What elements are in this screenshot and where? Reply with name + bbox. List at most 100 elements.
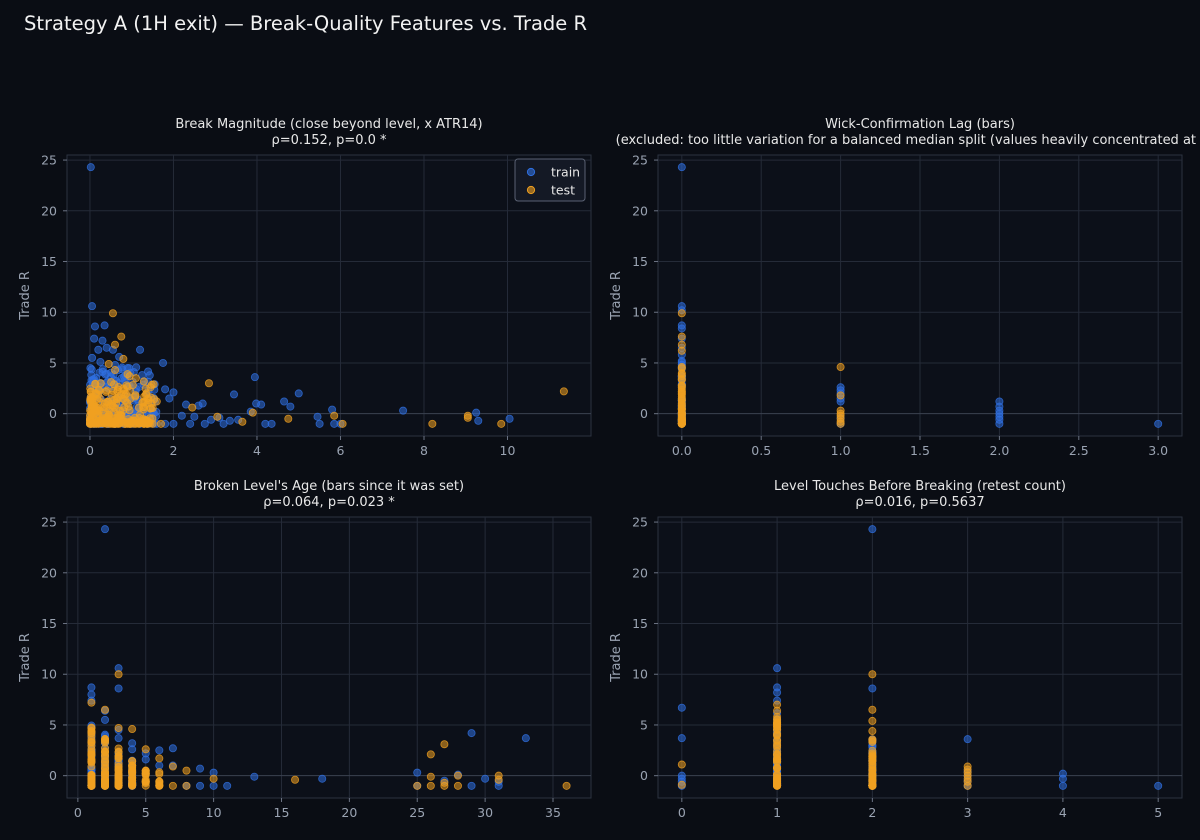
test-point — [773, 763, 782, 772]
subplot-4: 0 1 2 3 4 5 0 5 10 15 20 25 Trade R Level Touches Bef… — [609, 479, 1183, 820]
train-point — [773, 664, 782, 673]
test-point — [116, 411, 125, 420]
train-point — [207, 415, 216, 424]
points-layer — [87, 525, 571, 790]
test-point — [111, 340, 120, 349]
test-point — [677, 419, 686, 428]
train-point — [315, 419, 324, 428]
test-point — [114, 759, 123, 768]
train-point — [169, 419, 178, 428]
test-point — [131, 419, 140, 428]
train-point — [196, 764, 205, 773]
train-point — [200, 419, 209, 428]
test-point — [87, 755, 96, 764]
test-point — [284, 414, 293, 423]
test-point — [100, 403, 109, 412]
subplot-title: Broken Level's Age (bars since it was se… — [194, 479, 464, 494]
y-tick-label: 10 — [41, 305, 57, 320]
x-tick-label: 10 — [500, 443, 516, 458]
test-point — [497, 419, 506, 428]
test-point — [119, 354, 128, 363]
test-point — [868, 727, 877, 736]
test-point — [114, 670, 123, 679]
train-point — [98, 336, 107, 345]
x-tick-label: 2.5 — [1069, 443, 1089, 458]
test-point — [101, 781, 110, 790]
x-tick-label: 8 — [420, 443, 428, 458]
test-point — [128, 768, 137, 777]
test-point — [152, 397, 161, 406]
y-tick-label: 15 — [632, 254, 648, 269]
test-point — [677, 346, 686, 355]
train-point — [521, 734, 530, 743]
train-point — [136, 345, 145, 354]
train-point — [1058, 781, 1067, 790]
test-point — [114, 747, 123, 756]
y-tick-label: 10 — [632, 305, 648, 320]
test-point — [868, 705, 877, 714]
train-point — [101, 715, 110, 724]
test-point — [963, 781, 972, 790]
train-point — [90, 322, 99, 331]
test-point — [868, 753, 877, 762]
train-point — [219, 419, 228, 428]
y-tick-label: 15 — [41, 254, 57, 269]
test-point — [291, 775, 300, 784]
test-point — [101, 705, 110, 714]
train-point — [169, 388, 178, 397]
test-point — [413, 781, 422, 790]
test-point — [155, 754, 164, 763]
test-point — [131, 374, 140, 383]
test-point — [91, 379, 100, 388]
train-point — [96, 357, 105, 366]
train-point — [88, 353, 97, 362]
test-point — [117, 332, 126, 341]
test-point — [868, 779, 877, 788]
train-point — [159, 358, 168, 367]
test-point — [453, 771, 462, 780]
train-point — [87, 683, 96, 692]
y-tick-label: 20 — [632, 203, 648, 218]
x-tick-label: 25 — [409, 805, 425, 820]
legend: train test — [514, 158, 586, 202]
test-point — [453, 781, 462, 790]
x-tick-label: 35 — [545, 805, 561, 820]
x-tick-label: 5 — [142, 805, 150, 820]
x-tick-label: 0 — [86, 443, 94, 458]
test-point — [677, 410, 686, 419]
test-point — [440, 740, 449, 749]
test-point — [330, 411, 339, 420]
x-tick-label: 4 — [1059, 805, 1067, 820]
x-tick-label: 0 — [678, 805, 686, 820]
test-point — [108, 309, 117, 318]
test-point — [868, 716, 877, 725]
test-point — [677, 382, 686, 391]
test-point — [87, 762, 96, 771]
train-point — [161, 385, 170, 394]
test-point — [213, 412, 222, 421]
test-point — [677, 370, 686, 379]
test-point — [426, 772, 435, 781]
test-point — [562, 781, 571, 790]
train-point — [101, 525, 110, 534]
x-tick-label: 10 — [206, 805, 222, 820]
test-point — [113, 393, 122, 402]
train-point — [677, 324, 686, 333]
test-point — [836, 419, 845, 428]
train-point — [155, 746, 164, 755]
x-tick-label: 4 — [253, 443, 261, 458]
test-point — [156, 419, 165, 428]
test-point — [677, 362, 686, 371]
test-point — [87, 771, 96, 780]
test-point — [142, 389, 151, 398]
subplot-title: Break Magnitude (close beyond level, x A… — [175, 117, 482, 132]
x-tick-label: 0 — [74, 805, 82, 820]
y-tick-label: 0 — [640, 768, 648, 783]
test-point — [94, 410, 103, 419]
train-point — [474, 416, 483, 425]
test-point — [440, 781, 449, 790]
train-point — [677, 734, 686, 743]
train-point — [467, 781, 476, 790]
test-point — [126, 394, 135, 403]
train-point — [505, 414, 514, 423]
